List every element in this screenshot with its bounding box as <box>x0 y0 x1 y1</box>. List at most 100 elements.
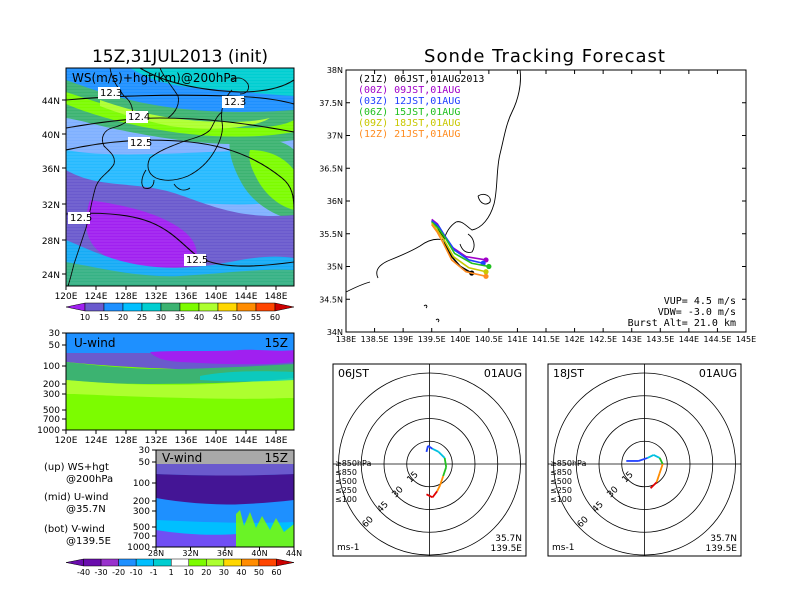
colorbar-label: 45 <box>213 313 223 322</box>
pressure-legend-entry: ≤500 <box>335 477 357 486</box>
v-lat-tick: 32N <box>182 549 198 558</box>
speed-ring <box>575 395 714 533</box>
colorbar-swatch <box>83 558 102 567</box>
u-pressure-tick: 1000 <box>37 426 60 436</box>
pressure-legend-entry: ≤850 <box>550 468 572 477</box>
speed-ring <box>383 418 476 510</box>
u-pressure-tick: 300 <box>43 390 60 400</box>
hodo-lat: 35.7N <box>710 534 737 544</box>
contour-label: 12.3 <box>224 97 246 108</box>
track-lon-tick: 141E <box>507 335 527 344</box>
landing-point <box>483 273 489 279</box>
speed-ring <box>553 372 736 556</box>
contour-labels: 12.3 12.3 12.4 12.5 12.5 12.5 <box>68 87 246 266</box>
contour-label: 12.4 <box>128 112 150 123</box>
hodo-date: 01AUG <box>699 367 737 380</box>
hodograph-segment <box>443 457 448 468</box>
colorbar-swatch <box>258 558 277 567</box>
v-pressure-tick: 1000 <box>127 543 150 553</box>
hodograph-segment <box>649 481 658 489</box>
u-pressure-tick: 700 <box>43 415 60 425</box>
hodograph-segment <box>638 457 648 462</box>
hodo-time: 06JST <box>338 367 369 380</box>
colorbar-label: -10 <box>130 568 143 577</box>
contour-label: 12.5 <box>130 138 152 149</box>
track-lon-tick: 144E <box>679 335 699 344</box>
u-pressure-tick: 500 <box>43 406 60 416</box>
colorbar-swatch <box>65 302 86 312</box>
pressure-legend-entry: ≤100 <box>550 495 572 504</box>
map-lat-tick: 24N <box>42 271 60 281</box>
hodograph-segment <box>647 454 655 459</box>
v-pressure-tick: 200 <box>133 497 150 507</box>
pressure-legend-entry: ≤250 <box>335 486 357 495</box>
track-lon-tick: 140.5E <box>475 335 503 344</box>
note-mid: (mid) U-wind <box>44 492 108 503</box>
map-lon-tick: 128E <box>115 292 138 302</box>
launch-legend-entry: (00Z) 09JST,01AUG <box>358 85 460 96</box>
map-lon-tick: 136E <box>175 292 198 302</box>
track-lon-tick: 142.5E <box>589 335 617 344</box>
colorbar-label: 25 <box>137 313 147 322</box>
u-lon-tick: 136E <box>175 436 198 446</box>
note-bot: (bot) V-wind <box>44 524 105 535</box>
map-lat-tick: 36N <box>42 165 60 175</box>
hodo-date: 01AUG <box>484 367 522 380</box>
map-lon-tick: 148E <box>265 292 288 302</box>
track-lon-tick: 145E <box>736 335 756 344</box>
hodo-lon: 139.5E <box>706 544 738 554</box>
map-lon-tick: 120E <box>55 292 78 302</box>
hodograph-segment <box>437 451 446 459</box>
u-pressure-tick: 50 <box>49 341 61 351</box>
u-lon-tick: 144E <box>235 436 258 446</box>
colorbar-swatch <box>276 558 295 567</box>
burst-alt-text: Burst Alt= 21.0 km <box>628 318 736 329</box>
colorbar-label: 15 <box>99 313 109 322</box>
colorbar-label: 60 <box>270 313 280 322</box>
launch-legend-entry: (12Z) 21JST,01AUG <box>358 129 460 140</box>
colorbar-label: 60 <box>271 568 281 577</box>
track-line <box>431 222 487 273</box>
colorbar-label: 20 <box>201 568 211 577</box>
track-lon-tick: 140E <box>450 335 470 344</box>
vup-text: VUP= 4.5 m/s <box>664 296 736 307</box>
map-lat-tick: 44N <box>42 97 60 107</box>
hodograph-segment <box>439 475 445 486</box>
note-up-level: @200hPa <box>66 474 113 485</box>
colorbar-swatch <box>84 302 105 312</box>
track-lon-tick: 139.5E <box>418 335 446 344</box>
u-lon-tick: 124E <box>85 436 108 446</box>
track-lon-tick: 138.5E <box>361 335 389 344</box>
u-lon-tick: 120E <box>55 436 78 446</box>
colorbar-swatch <box>153 558 172 567</box>
track-lat-tick: 35.5N <box>319 230 343 239</box>
pressure-legend-entry: ≥850hPa <box>335 459 372 468</box>
map-lon-tick: 144E <box>235 292 258 302</box>
hodograph-segment <box>427 445 434 450</box>
speed-ring <box>360 395 499 533</box>
v-lat-tick: 44N <box>286 549 302 558</box>
v-pressure-tick: 30 <box>139 446 151 456</box>
v-lat-tick: 40N <box>251 549 267 558</box>
note-mid-level: @35.7N <box>66 504 106 515</box>
colorbar-swatch <box>100 558 119 567</box>
colorbar-label: 40 <box>236 568 246 577</box>
colorbar-label: 40 <box>194 313 204 322</box>
colorbar-swatch <box>241 558 260 567</box>
track-lat-tick: 37N <box>327 132 343 141</box>
track-lon-tick: 143.5E <box>646 335 674 344</box>
track-lat-tick: 34N <box>327 328 343 337</box>
track-lat-tick: 38N <box>327 66 343 75</box>
hodo-units: ms-1 <box>552 543 574 553</box>
map-lat-tick: 32N <box>42 201 60 211</box>
v-lat-tick: 36N <box>217 549 233 558</box>
hodograph-segment <box>653 454 661 459</box>
colorbar-label: 30 <box>219 568 229 577</box>
speed-ring <box>406 440 453 488</box>
speed-ring <box>621 440 668 488</box>
u-wind-label: U-wind <box>74 336 115 350</box>
hodograph-segment <box>425 445 429 453</box>
